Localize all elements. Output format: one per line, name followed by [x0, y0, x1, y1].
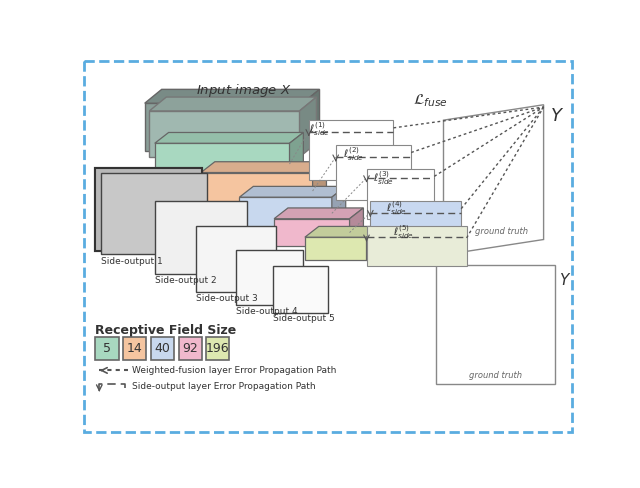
Text: $\ell^{(3)}_{side}$: $\ell^{(3)}_{side}$ [372, 169, 394, 186]
Bar [236, 249, 303, 305]
Bar [155, 201, 247, 274]
Text: $\ell^{(1)}_{side}$: $\ell^{(1)}_{side}$ [308, 120, 330, 138]
Polygon shape [145, 103, 303, 151]
Text: Side-output 3: Side-output 3 [196, 294, 257, 303]
Bar [95, 337, 118, 360]
Text: Side-output 2: Side-output 2 [155, 277, 216, 285]
Polygon shape [289, 132, 303, 185]
Text: Side-output 1: Side-output 1 [101, 257, 163, 266]
Text: ground truth: ground truth [475, 226, 528, 236]
Bar [336, 145, 411, 200]
Bar [436, 265, 555, 384]
Polygon shape [444, 105, 543, 255]
Polygon shape [201, 173, 312, 209]
Bar [367, 169, 435, 220]
Text: Side-output 5: Side-output 5 [273, 314, 334, 323]
Bar [206, 337, 230, 360]
Polygon shape [274, 219, 349, 246]
Text: Receptive Field Size: Receptive Field Size [95, 324, 237, 337]
Polygon shape [239, 197, 332, 229]
Text: 92: 92 [182, 342, 198, 355]
Polygon shape [300, 97, 316, 157]
Bar [123, 337, 147, 360]
Bar [273, 266, 328, 313]
Text: 40: 40 [154, 342, 170, 355]
Text: $\ell^{(5)}_{side}$: $\ell^{(5)}_{side}$ [394, 224, 415, 241]
Polygon shape [305, 237, 367, 260]
Text: $\ell^{(2)}_{side}$: $\ell^{(2)}_{side}$ [344, 145, 364, 163]
Text: Side-output 4: Side-output 4 [236, 306, 297, 316]
Bar [196, 226, 276, 292]
Polygon shape [349, 208, 364, 246]
Polygon shape [155, 132, 303, 143]
Polygon shape [149, 111, 300, 157]
Text: $Y$: $Y$ [559, 272, 572, 288]
Text: Weighted-fusion layer Error Propagation Path: Weighted-fusion layer Error Propagation … [132, 366, 337, 375]
Polygon shape [155, 143, 289, 185]
Bar [367, 226, 467, 266]
Text: 196: 196 [206, 342, 230, 355]
Polygon shape [201, 162, 326, 173]
Text: $\mathcal{L}_{fuse}$: $\mathcal{L}_{fuse}$ [413, 93, 447, 109]
Text: $Y$: $Y$ [550, 107, 564, 125]
Bar [371, 201, 461, 232]
Polygon shape [274, 208, 364, 219]
Bar [308, 120, 394, 180]
Text: 14: 14 [127, 342, 143, 355]
Text: ground truth: ground truth [468, 371, 522, 381]
Polygon shape [145, 89, 319, 103]
Polygon shape [149, 97, 316, 111]
Polygon shape [312, 162, 326, 209]
Bar [95, 168, 202, 251]
Bar [151, 337, 174, 360]
Polygon shape [239, 186, 346, 197]
Bar [179, 337, 202, 360]
Polygon shape [303, 89, 319, 151]
Text: 5: 5 [103, 342, 111, 355]
Bar [101, 173, 207, 254]
Polygon shape [332, 186, 346, 229]
FancyBboxPatch shape [84, 61, 572, 432]
Polygon shape [305, 226, 380, 237]
Text: Input image $X$: Input image $X$ [196, 82, 291, 100]
Text: $\ell^{(4)}_{side}$: $\ell^{(4)}_{side}$ [386, 199, 407, 217]
Text: Side-output layer Error Propagation Path: Side-output layer Error Propagation Path [132, 382, 316, 391]
Bar [95, 168, 202, 251]
Polygon shape [367, 226, 380, 260]
